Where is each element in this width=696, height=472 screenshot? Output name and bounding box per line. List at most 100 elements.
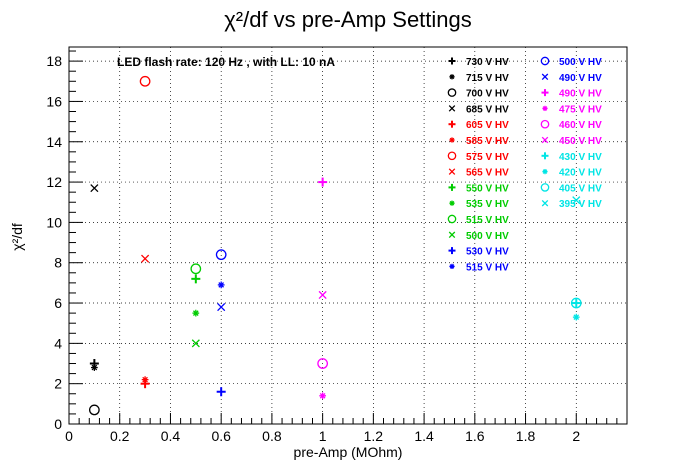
x-tick-label: 1 <box>319 428 327 444</box>
legend-entry-label: 575 V HV <box>466 152 509 163</box>
legend-marker <box>542 168 548 175</box>
y-axis-label: χ²/df <box>9 223 25 251</box>
data-points <box>88 75 582 416</box>
legend-entry-label: 530 V HV <box>466 247 509 258</box>
data-point <box>191 339 200 348</box>
plot-frame <box>68 46 628 425</box>
data-point <box>141 376 149 384</box>
y-tick-label: 6 <box>54 295 62 311</box>
y-tick-label: 10 <box>46 214 62 230</box>
legend-entry-label: 535 V HV <box>466 199 509 210</box>
legend-marker <box>447 88 457 97</box>
data-point <box>572 313 580 321</box>
legend-marker <box>447 214 457 224</box>
legend-marker <box>540 56 550 66</box>
y-tick-label: 12 <box>46 174 62 190</box>
legend-marker <box>448 57 456 65</box>
legend-marker <box>541 73 549 81</box>
legend-entry-label: 475 V HV <box>559 104 602 115</box>
data-point <box>192 309 200 317</box>
x-tick-label: 1.2 <box>364 428 384 444</box>
x-tick-label: 1.6 <box>465 428 485 444</box>
x-axis-label: pre-Amp (MOhm) <box>294 444 403 460</box>
legend-marker <box>448 168 456 175</box>
y-tick-label: 18 <box>46 53 62 69</box>
data-point <box>570 297 582 309</box>
chart-annotation: LED flash rate: 120 Hz , with LL: 10 nA <box>117 55 335 69</box>
legend: 730 V HV 715 V HV 700 V HV 685 V HV 605 V HV… <box>447 56 602 273</box>
legend-entry-label: 490 V HV <box>559 73 602 84</box>
legend-entry-label: 565 V HV <box>466 168 509 179</box>
legend-marker <box>540 119 550 129</box>
data-point <box>217 281 225 289</box>
legend-marker <box>448 183 456 191</box>
legend-marker <box>448 247 456 255</box>
data-point <box>217 303 226 312</box>
legend-marker <box>449 263 455 270</box>
x-tick-label: 1.8 <box>516 428 536 444</box>
data-point <box>191 274 201 284</box>
legend-entry-label: 605 V HV <box>466 120 509 131</box>
data-point <box>216 387 226 397</box>
legend-entry-label: 405 V HV <box>559 183 602 194</box>
data-point <box>571 298 581 308</box>
x-tick-label: 0.4 <box>161 428 181 444</box>
legend-marker <box>448 231 456 239</box>
data-point <box>90 184 99 193</box>
chart-title: χ²/df vs pre-Amp Settings <box>224 7 472 32</box>
y-tick-label: 4 <box>54 335 62 351</box>
legend-marker <box>541 136 549 144</box>
legend-entry-label: 585 V HV <box>466 136 509 147</box>
axes-ticks: 0 0.2 0.4 0.6 0.8 1 1.2 1.4 1.6 1.8 2 0 2 4 6 8 10 12 14 16… <box>46 50 618 444</box>
data-point <box>215 249 227 261</box>
y-tick-label: 14 <box>46 134 62 150</box>
legend-entry-label: 500 V HV <box>466 231 509 242</box>
legend-marker <box>541 89 549 97</box>
legend-entry-label: 515 V HV <box>466 262 509 273</box>
legend-marker <box>542 105 548 112</box>
legend-entry-label: 730 V HV <box>466 57 509 68</box>
legend-marker <box>449 74 455 80</box>
legend-entry-label: 715 V HV <box>466 73 509 84</box>
data-point <box>141 254 150 263</box>
legend-entry-label: 515 V HV <box>466 215 509 226</box>
x-tick-label: 0.6 <box>211 428 231 444</box>
legend-marker <box>449 137 455 143</box>
y-tick-label: 2 <box>54 376 62 392</box>
legend-marker <box>447 151 457 161</box>
y-tick-label: 0 <box>54 416 62 432</box>
y-tick-label: 8 <box>54 255 62 271</box>
data-point <box>139 75 151 87</box>
legend-marker <box>449 200 455 206</box>
legend-marker <box>541 199 549 207</box>
legend-marker <box>448 120 456 128</box>
x-tick-label: 0.8 <box>262 428 282 444</box>
legend-entry-label: 490 V HV <box>559 89 602 100</box>
data-point <box>90 364 98 371</box>
data-point <box>318 290 327 300</box>
x-tick-label: 1.4 <box>414 428 434 444</box>
x-tick-label: 0 <box>65 428 73 444</box>
data-point <box>190 263 202 275</box>
legend-marker <box>540 183 550 192</box>
legend-entry-label: 450 V HV <box>559 136 602 147</box>
legend-entry-label: 500 V HV <box>559 57 602 68</box>
legend-entry-label: 395 V HV <box>559 199 602 210</box>
grid-lines <box>69 47 627 424</box>
y-tick-label: 16 <box>46 93 62 109</box>
data-point <box>317 358 329 369</box>
data-point <box>572 196 581 205</box>
legend-entry-label: 700 V HV <box>466 89 509 100</box>
legend-entry-label: 550 V HV <box>466 183 509 194</box>
legend-entry-label: 430 V HV <box>559 152 602 163</box>
legend-marker <box>541 152 549 160</box>
x-tick-label: 2 <box>572 428 580 444</box>
legend-entry-label: 685 V HV <box>466 104 509 115</box>
legend-entry-label: 420 V HV <box>559 168 602 179</box>
data-point <box>319 392 327 400</box>
legend-entry-label: 460 V HV <box>559 120 602 131</box>
data-point <box>318 177 328 187</box>
x-tick-label: 0.2 <box>110 428 130 444</box>
legend-marker <box>448 105 456 112</box>
